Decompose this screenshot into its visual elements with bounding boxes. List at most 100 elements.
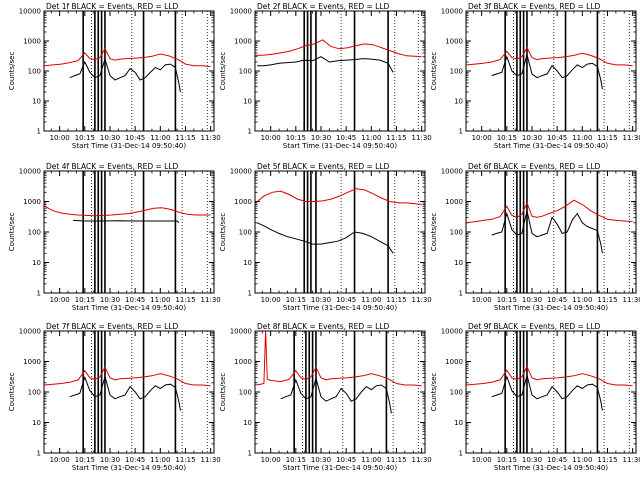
y-tick-label: 100 (28, 68, 41, 76)
y-tick-label: 1000 (445, 38, 463, 46)
y-tick-label: 1 (37, 128, 41, 136)
x-tick-label: 11:00 (361, 134, 381, 142)
series-line-lld (255, 330, 422, 387)
x-tick-label: 11:15 (386, 456, 406, 464)
detector-panel-4: Det 4f BLACK = Events, RED = LLD 1 10 100 10… (8, 162, 221, 312)
detector-panel-7: Det 7f BLACK = Events, RED = LLD 1 10 100 10… (8, 322, 221, 472)
x-tick-label: 11:00 (572, 296, 592, 304)
y-tick-label: 10000 (441, 8, 463, 16)
x-tick-label: 10:45 (125, 456, 145, 464)
plot-frame (465, 10, 637, 132)
y-tick-label: 10000 (19, 328, 41, 336)
series-line-lld (255, 188, 422, 205)
detector-panel-9: Det 9f BLACK = Events, RED = LLD 1 10 100 10… (430, 322, 640, 472)
x-tick-label: 11:00 (150, 134, 170, 142)
x-tick-label: 11:30 (623, 134, 640, 142)
x-tick-label: 11:15 (597, 134, 617, 142)
series-line-lld (44, 366, 211, 387)
x-axis-title: Start Time (31-Dec-14 09:50:40) (72, 142, 186, 150)
series-line-lld (466, 199, 633, 224)
y-tick-label: 10 (32, 98, 41, 106)
panel-title: Det 6f BLACK = Events, RED = LLD (468, 162, 601, 171)
series-line-events (69, 57, 181, 93)
y-tick-label: 1 (248, 128, 252, 136)
x-tick-label: 11:15 (175, 296, 195, 304)
y-tick-label: 100 (450, 68, 463, 76)
y-axis-title: Counts/sec (430, 52, 438, 91)
panel-title: Det 2f BLACK = Events, RED = LLD (257, 2, 390, 11)
x-tick-label: 10:00 (50, 134, 70, 142)
x-tick-label: 11:15 (386, 296, 406, 304)
x-tick-label: 10:15 (286, 456, 306, 464)
panel-title: Det 4f BLACK = Events, RED = LLD (46, 162, 179, 171)
x-tick-label: 10:15 (286, 296, 306, 304)
y-axis-title: Counts/sec (430, 373, 438, 412)
y-tick-label: 1 (37, 450, 41, 458)
y-tick-label: 1000 (23, 198, 41, 206)
panel-title: Det 5f BLACK = Events, RED = LLD (257, 162, 390, 171)
series-line-events (73, 219, 180, 224)
y-tick-label: 1 (248, 450, 252, 458)
plot-frame (43, 170, 215, 294)
y-tick-label: 100 (239, 68, 252, 76)
series-line-events (491, 210, 603, 254)
x-tick-label: 10:30 (311, 456, 331, 464)
x-tick-label: 11:00 (150, 296, 170, 304)
y-axis-title: Counts/sec (430, 213, 438, 252)
x-tick-label: 10:45 (336, 456, 356, 464)
x-tick-label: 10:00 (50, 456, 70, 464)
y-tick-label: 1 (459, 128, 463, 136)
y-tick-label: 1000 (234, 358, 252, 366)
detector-panel-6: Det 6f BLACK = Events, RED = LLD 1 10 100 10… (430, 162, 640, 312)
panel-title: Det 7f BLACK = Events, RED = LLD (46, 322, 179, 331)
plot-frame (465, 170, 637, 294)
y-tick-label: 10000 (441, 328, 463, 336)
detector-panel-8: Det 8f BLACK = Events, RED = LLD 1 10 100 10… (219, 322, 432, 472)
x-tick-label: 10:30 (100, 456, 120, 464)
x-tick-label: 10:45 (125, 134, 145, 142)
y-tick-label: 10 (243, 419, 252, 427)
x-tick-label: 10:45 (125, 296, 145, 304)
x-tick-label: 11:30 (201, 456, 221, 464)
x-tick-label: 10:30 (522, 296, 542, 304)
x-tick-label: 10:45 (336, 134, 356, 142)
y-axis-title: Counts/sec (8, 52, 16, 91)
series-line-lld (466, 46, 633, 67)
x-axis-title: Start Time (31-Dec-14 09:50:40) (283, 142, 397, 150)
plot-frame (43, 330, 215, 454)
y-tick-label: 100 (28, 229, 41, 237)
y-tick-label: 10000 (230, 328, 252, 336)
y-tick-label: 10 (243, 259, 252, 267)
x-tick-label: 10:15 (497, 296, 517, 304)
y-tick-label: 10 (243, 98, 252, 106)
detector-panel-2: Det 2f BLACK = Events, RED = LLD 1 10 100 10… (219, 2, 432, 150)
y-tick-label: 1 (459, 450, 463, 458)
plot-frame (254, 170, 426, 294)
panel-title: Det 3f BLACK = Events, RED = LLD (468, 2, 601, 11)
x-tick-label: 11:30 (201, 296, 221, 304)
series-line-events (491, 375, 603, 411)
x-tick-label: 11:15 (597, 456, 617, 464)
x-tick-label: 11:30 (201, 134, 221, 142)
y-tick-label: 10000 (19, 168, 41, 176)
y-tick-label: 1000 (234, 198, 252, 206)
y-tick-label: 100 (239, 229, 252, 237)
x-tick-label: 10:00 (261, 134, 281, 142)
y-tick-label: 1000 (23, 358, 41, 366)
x-tick-label: 10:30 (522, 456, 542, 464)
y-tick-label: 10000 (230, 8, 252, 16)
y-tick-label: 10 (32, 419, 41, 427)
x-tick-label: 10:00 (50, 296, 70, 304)
y-tick-label: 10 (454, 259, 463, 267)
y-tick-label: 100 (450, 389, 463, 397)
y-tick-label: 1 (248, 290, 252, 298)
y-tick-label: 10 (32, 259, 41, 267)
x-tick-label: 10:00 (261, 456, 281, 464)
x-tick-label: 11:15 (175, 456, 195, 464)
x-tick-label: 11:00 (572, 134, 592, 142)
panel-title: Det 9f BLACK = Events, RED = LLD (468, 322, 601, 331)
detector-panel-3: Det 3f BLACK = Events, RED = LLD 1 10 100 10… (430, 2, 640, 150)
x-tick-label: 11:30 (412, 134, 432, 142)
x-axis-title: Start Time (31-Dec-14 09:50:40) (494, 304, 608, 312)
